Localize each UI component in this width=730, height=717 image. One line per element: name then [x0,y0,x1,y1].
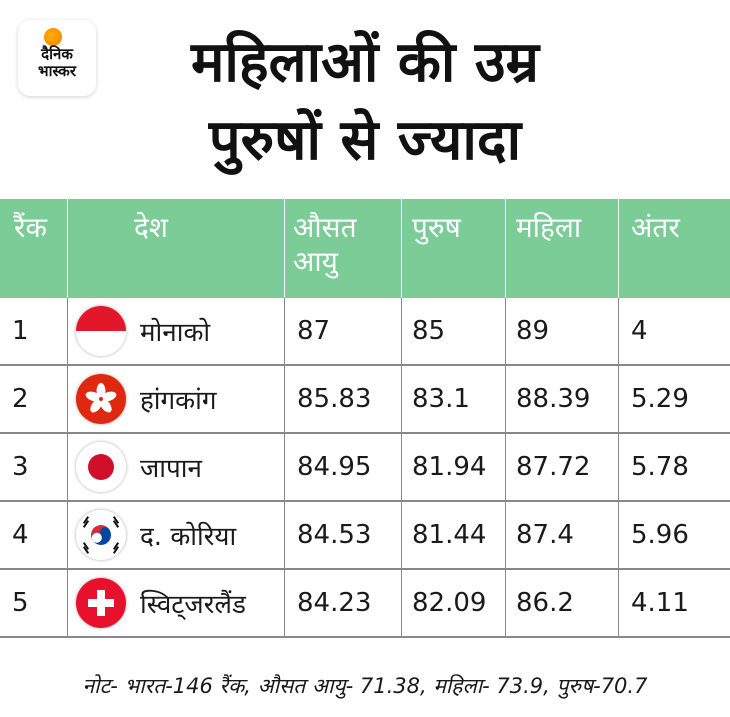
table-row: 4 [0,502,730,570]
table-row: 2 हांगकांग 85.83 83.1 88.39 [0,366,730,434]
cell-men: 83.1 [402,366,506,432]
cell-difference: 5.29 [631,384,689,414]
brand-line-2: भास्कर [38,62,76,80]
cell-men: 85 [402,298,506,364]
cell-country: मोनाको [68,298,285,364]
title-line-2: पुरुषों से ज्यादा [208,108,522,173]
header-women: महिला [506,199,619,298]
cell-men: 81.94 [402,434,506,500]
monaco-flag-icon [76,306,126,356]
title-line-1: महिलाओं की उम्र [190,30,540,95]
header-country: देश [68,199,285,298]
header-difference: अंतर [631,211,680,244]
cell-country: द. कोरिया [68,502,285,568]
cell-rank: 3 [0,434,68,500]
cell-rank: 2 [0,366,68,432]
cell-rank: 1 [0,298,68,364]
sun-icon [44,28,62,46]
table-row: 3 जापान 84.95 81.94 87.72 5.78 [0,434,730,502]
header-men: पुरुष [402,199,506,298]
cell-average-age: 87 [285,298,402,364]
hong-kong-flag-icon [76,374,126,424]
table-header: रैंक देश औसत आयु पुरुष महिला अंतर [0,199,730,298]
cell-average-age: 84.95 [285,434,402,500]
japan-flag-icon [76,442,126,492]
country-name: जापान [140,454,202,484]
cell-women: 88.39 [506,366,619,432]
cell-women: 89 [506,298,619,364]
country-name: द. कोरिया [140,522,237,552]
table-row: 5 स्विट्जरलैंड 84.23 82.09 86.2 4.11 [0,570,730,638]
cell-average-age: 84.53 [285,502,402,568]
cell-difference: 4 [631,316,648,346]
cell-average-age: 84.23 [285,570,402,636]
country-name: स्विट्जरलैंड [140,590,246,620]
cell-women: 87.4 [506,502,619,568]
cell-difference: 5.78 [631,452,689,482]
footnote: नोट- भारत-146 रैंक, औसत आयु- 71.38, महिल… [82,674,648,698]
dainik-bhaskar-logo: दैनिक भास्कर [18,20,96,96]
cell-rank: 5 [0,570,68,636]
header-average-age-label: औसत आयु [293,211,357,278]
cell-difference: 5.96 [631,520,689,550]
cell-difference: 4.11 [631,588,689,618]
cell-rank: 4 [0,502,68,568]
cell-average-age: 85.83 [285,366,402,432]
brand-line-1: दैनिक [41,45,73,63]
switzerland-flag-icon [76,578,126,628]
cell-women: 87.72 [506,434,619,500]
cell-men: 81.44 [402,502,506,568]
cell-country: जापान [68,434,285,500]
cell-country: स्विट्जरलैंड [68,570,285,636]
header-average-age: औसत आयु [285,199,402,298]
header-rank: रैंक [0,199,68,298]
life-expectancy-table: रैंक देश औसत आयु पुरुष महिला अंतर 1 मोना… [0,199,730,638]
table-row: 1 मोनाको 87 85 89 4 [0,298,730,366]
south-korea-flag-icon [76,510,126,560]
cell-country: हांगकांग [68,366,285,432]
cell-women: 86.2 [506,570,619,636]
country-name: मोनाको [140,318,211,348]
country-name: हांगकांग [140,386,217,416]
cell-men: 82.09 [402,570,506,636]
